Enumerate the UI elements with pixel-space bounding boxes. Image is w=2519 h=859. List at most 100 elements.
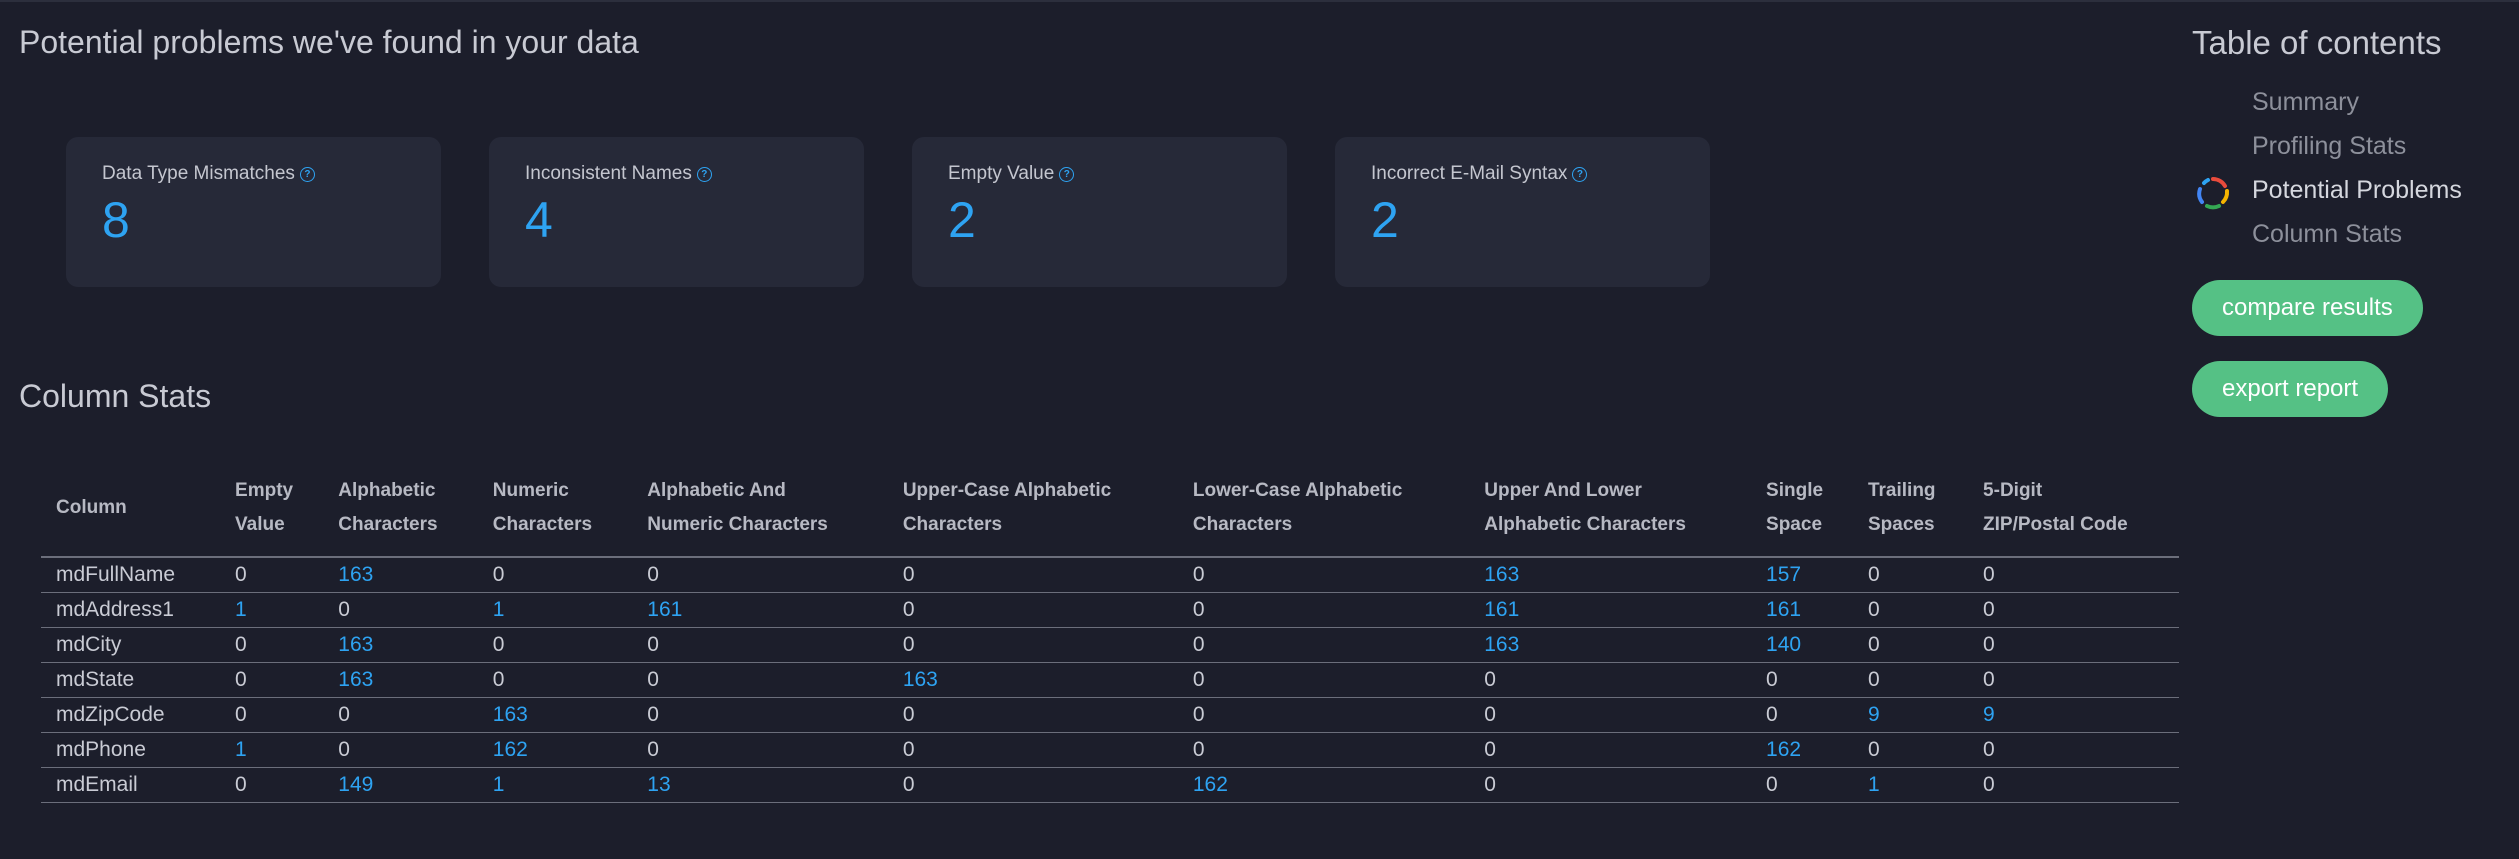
- stat-cell: 0: [632, 627, 888, 663]
- column-header-line: Spaces: [1867, 514, 1935, 535]
- column-header: Trailing Spaces: [1852, 474, 1969, 558]
- column-header: Alphabetic Characters: [323, 474, 478, 558]
- table-row: mdAddress1 1 0 1 161 0 0 161 161 0 0: [41, 592, 2179, 628]
- card-label: Data Type Mismatches ?: [102, 163, 315, 185]
- problem-card-data-type-mismatches: Data Type Mismatches ? 8: [66, 137, 441, 287]
- column-name-cell: mdAddress1: [41, 592, 221, 628]
- stat-cell: 140: [1751, 627, 1853, 663]
- help-icon[interactable]: ?: [1572, 166, 1588, 182]
- stat-cell: 1: [220, 592, 324, 628]
- stat-cell: 0: [1177, 557, 1470, 593]
- stat-cell: 0: [220, 697, 324, 733]
- stat-cell: 0: [220, 557, 324, 593]
- column-header-line: Alphabetic: [338, 480, 436, 501]
- table-header-row: Column Empty Value Alphabetic Characters Nume…: [41, 474, 2179, 558]
- stat-cell: 0: [220, 662, 324, 698]
- column-header-line: Space: [1766, 514, 1823, 535]
- problem-card-empty-value: Empty Value ? 2: [912, 137, 1287, 287]
- card-value: 8: [102, 192, 130, 248]
- stat-cell: 0: [323, 592, 478, 628]
- stat-cell: 163: [1469, 557, 1752, 593]
- stat-cell: 0: [887, 557, 1178, 593]
- column-header-line: Characters: [902, 514, 1003, 535]
- column-header-line: Alphabetic Characters: [1484, 514, 1686, 535]
- stat-cell: 0: [632, 662, 888, 698]
- card-label-text: Incorrect E-Mail Syntax: [1371, 163, 1568, 184]
- stat-cell: 0: [1177, 592, 1470, 628]
- stat-cell: 0: [1852, 557, 1969, 593]
- column-header: Lower-Case Alphabetic Characters: [1177, 474, 1470, 558]
- stat-cell: 0: [220, 767, 324, 803]
- column-header-line: Characters: [338, 514, 438, 535]
- stat-cell: 1: [220, 732, 324, 768]
- stat-cell: 0: [1177, 662, 1470, 698]
- toc-title: Table of contents: [2192, 24, 2442, 61]
- help-icon[interactable]: ?: [299, 166, 315, 182]
- card-value: 4: [525, 192, 553, 248]
- stat-cell: 0: [1469, 662, 1752, 698]
- stat-cell: 163: [323, 627, 478, 663]
- column-name-cell: mdCity: [41, 627, 221, 663]
- toc-item-profiling-stats[interactable]: Profiling Stats: [2252, 132, 2407, 160]
- column-header: Upper-Case Alphabetic Characters: [887, 474, 1178, 558]
- stat-cell: 163: [887, 662, 1178, 698]
- column-header-line: Characters: [492, 514, 593, 535]
- toc-item-summary[interactable]: Summary: [2252, 88, 2359, 116]
- stat-cell: 1: [1852, 767, 1969, 803]
- stat-cell: 162: [1177, 767, 1470, 803]
- card-value: 2: [1371, 192, 1399, 248]
- column-header-line: Upper And Lower: [1484, 480, 1642, 501]
- column-header-line: Value: [235, 514, 285, 535]
- stat-cell: 163: [1469, 627, 1752, 663]
- compare-results-button[interactable]: compare results: [2192, 280, 2423, 336]
- table-body: mdFullName 0 163 0 0 0 0 163 157 0 0 mdAddress1 1 0 1 1…: [41, 557, 2179, 803]
- top-divider: [0, 0, 2519, 2]
- help-icon[interactable]: ?: [1059, 166, 1075, 182]
- stat-cell: 0: [323, 697, 478, 733]
- column-header-line: 5-Digit: [1983, 480, 2043, 501]
- card-label: Inconsistent Names ?: [525, 163, 712, 185]
- stat-cell: 162: [1751, 732, 1853, 768]
- stat-cell: 0: [632, 557, 888, 593]
- column-name-cell: mdFullName: [41, 557, 221, 593]
- stat-cell: 0: [1469, 732, 1752, 768]
- stat-cell: 163: [323, 557, 478, 593]
- stat-cell: 0: [1968, 557, 2179, 593]
- toc-item-potential-problems[interactable]: Potential Problems: [2252, 176, 2462, 204]
- column-header-line: Characters: [1192, 514, 1293, 535]
- stat-cell: 0: [887, 732, 1178, 768]
- stat-cell: 0: [1852, 662, 1969, 698]
- column-header: Numeric Characters: [477, 474, 633, 558]
- toc-item-column-stats[interactable]: Column Stats: [2252, 220, 2403, 248]
- stat-cell: 162: [477, 732, 633, 768]
- stat-cell: 1: [477, 592, 633, 628]
- column-header-line: Lower-Case Alphabetic: [1192, 480, 1403, 501]
- column-header-line: Empty: [235, 480, 294, 501]
- stat-cell: 0: [323, 732, 478, 768]
- main-content: Potential problems we've found in your d…: [19, 24, 2179, 803]
- card-label: Incorrect E-Mail Syntax ?: [1371, 163, 1588, 185]
- column-header: 5-Digit ZIP/Postal Code: [1968, 474, 2179, 558]
- stat-cell: 0: [632, 732, 888, 768]
- column-name-cell: mdZipCode: [41, 697, 221, 733]
- card-label-text: Inconsistent Names: [525, 163, 692, 184]
- stat-cell: 157: [1751, 557, 1853, 593]
- stat-cell: 0: [477, 557, 633, 593]
- stat-cell: 0: [1968, 767, 2179, 803]
- stat-cell: 0: [1968, 592, 2179, 628]
- help-icon[interactable]: ?: [696, 166, 712, 182]
- problem-card-inconsistent-names: Inconsistent Names ? 4: [489, 137, 864, 287]
- column-header-line: Numeric: [492, 480, 569, 501]
- column-header-line: ZIP/Postal Code: [1983, 514, 2128, 535]
- table-of-contents: Table of contents Summary Profiling Stat…: [2192, 0, 2519, 859]
- stat-cell: 0: [1177, 697, 1470, 733]
- column-header: Empty Value: [220, 474, 324, 558]
- stat-cell: 0: [1751, 767, 1853, 803]
- export-report-button[interactable]: export report: [2192, 361, 2389, 417]
- stat-cell: 9: [1852, 697, 1969, 733]
- stat-cell: 0: [1968, 732, 2179, 768]
- stat-cell: 0: [1469, 767, 1752, 803]
- stat-cell: 161: [1469, 592, 1752, 628]
- stat-cell: 9: [1968, 697, 2179, 733]
- loading-spinner-icon: [2197, 177, 2230, 210]
